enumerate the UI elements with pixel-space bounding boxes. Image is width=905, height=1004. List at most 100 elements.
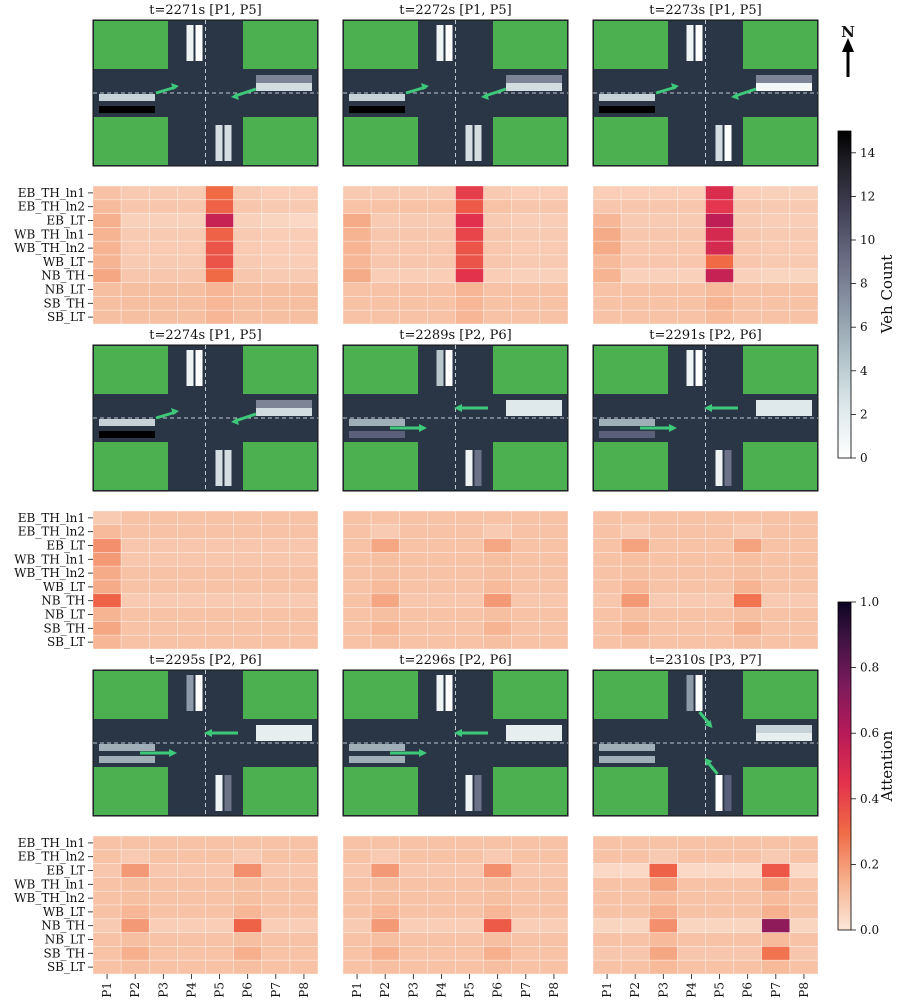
- heatmap-cell: [539, 621, 569, 636]
- heatmap-cell: [120, 593, 150, 608]
- heatmap-cell: [205, 565, 234, 581]
- heatmap-cell: [289, 309, 319, 325]
- heatmap-cell: [289, 240, 319, 256]
- heatmap-cell: [261, 849, 291, 864]
- heatmap-cell: [370, 835, 400, 851]
- nb-queue: [474, 450, 482, 486]
- row-label: EB_TH_ln2: [18, 850, 85, 864]
- heatmap-cell: [705, 510, 734, 526]
- panel-title: t=2273s [P1, P5]: [649, 3, 761, 18]
- colorbar-tick-label: 0.2: [860, 857, 879, 871]
- heatmap-cell: [620, 199, 650, 214]
- heatmap-cell: [233, 607, 263, 622]
- heatmap-cell: [120, 538, 150, 553]
- heatmap-cell: [233, 877, 263, 892]
- heatmap-cell: [761, 552, 791, 567]
- heatmap-cell: [148, 309, 178, 325]
- wb-queue: [756, 75, 812, 83]
- heatmap-cell: [761, 621, 791, 636]
- heatmap-cell: [233, 904, 263, 920]
- heatmap-cell: [483, 877, 513, 892]
- heatmap-cell: [648, 946, 678, 961]
- grass-block: [594, 21, 668, 69]
- heatmap-cell: [342, 268, 372, 283]
- heatmap-cell: [120, 213, 150, 228]
- heatmap-cell: [455, 904, 484, 920]
- heatmap-cell: [205, 254, 234, 270]
- heatmap-cell: [233, 849, 263, 864]
- grass-block: [743, 117, 817, 165]
- movement-arrowhead: [454, 729, 462, 737]
- heatmap-cell: [483, 918, 513, 933]
- heatmap-cell: [705, 240, 734, 256]
- heatmap-cell: [648, 959, 678, 975]
- heatmap-cell: [370, 240, 400, 256]
- grass-block: [493, 442, 567, 490]
- heatmap-cell: [233, 268, 263, 283]
- heatmap-cell: [261, 621, 291, 636]
- heatmap-cell: [511, 849, 541, 864]
- heatmap-cell: [620, 849, 650, 864]
- heatmap-cell: [511, 932, 541, 947]
- heatmap-cell: [789, 565, 819, 581]
- heatmap-cell: [789, 959, 819, 975]
- heatmap-cell: [455, 918, 484, 933]
- heatmap-cell: [398, 849, 428, 864]
- heatmap-cell: [455, 877, 484, 892]
- heatmap-cell: [233, 863, 263, 878]
- heatmap-cell: [511, 863, 541, 878]
- heatmap-cell: [620, 835, 650, 851]
- row-label: EB_TH_ln2: [18, 525, 85, 539]
- heatmap-cell: [455, 890, 484, 906]
- heatmap-cell: [289, 959, 319, 975]
- col-label: P2: [128, 982, 142, 998]
- heatmap-cell: [511, 579, 541, 595]
- attention-colorbar-title: Attention: [878, 730, 896, 802]
- heatmap-cell: [148, 510, 178, 526]
- panel-title: t=2271s [P1, P5]: [149, 3, 261, 18]
- heatmap-cell: [677, 240, 706, 256]
- movement-arrowhead: [231, 93, 239, 100]
- heatmap-cell: [205, 890, 234, 906]
- heatmap-cell: [261, 835, 291, 851]
- heatmap-cell: [289, 890, 319, 906]
- heatmap-cell: [92, 213, 122, 228]
- heatmap-cell: [177, 835, 206, 851]
- heatmap-cell: [342, 213, 372, 228]
- heatmap-cell: [177, 524, 206, 539]
- heatmap-cell: [789, 524, 819, 539]
- heatmap-cell: [789, 240, 819, 256]
- heatmap-cell: [120, 185, 150, 201]
- heatmap-cell: [592, 946, 622, 961]
- heatmap-cell: [120, 296, 150, 311]
- heatmap-cell: [261, 593, 291, 608]
- heatmap-cell: [233, 538, 263, 553]
- eb-queue: [99, 756, 155, 763]
- heatmap-cell: [370, 932, 400, 947]
- heatmap-cell: [427, 946, 456, 961]
- movement-arrowhead: [419, 749, 427, 757]
- heatmap-cell: [677, 552, 706, 567]
- heatmap-cell: [539, 524, 569, 539]
- heatmap-cell: [205, 593, 234, 608]
- movement-arrowhead: [454, 404, 462, 412]
- heatmap-cell: [177, 552, 206, 567]
- heatmap-cell: [620, 213, 650, 228]
- heatmap-cell: [205, 227, 234, 242]
- heatmap-cell: [592, 890, 622, 906]
- row-label: EB_TH_ln1: [18, 186, 85, 200]
- row-label: WB_TH_ln2: [14, 891, 85, 905]
- heatmap-cell: [789, 296, 819, 311]
- heatmap-cell: [539, 890, 569, 906]
- heatmap-cell: [398, 959, 428, 975]
- heatmap-cell: [233, 254, 263, 270]
- heatmap-cell: [427, 904, 456, 920]
- heatmap-cell: [511, 552, 541, 567]
- heatmap-cell: [120, 932, 150, 947]
- heatmap-cell: [455, 835, 484, 851]
- heatmap-cell: [205, 199, 234, 214]
- intersection-panel: t=2296s [P2, P6]: [342, 653, 569, 817]
- sb-queue: [695, 25, 703, 61]
- movement-arrowhead: [731, 93, 739, 100]
- heatmap-cell: [677, 524, 706, 539]
